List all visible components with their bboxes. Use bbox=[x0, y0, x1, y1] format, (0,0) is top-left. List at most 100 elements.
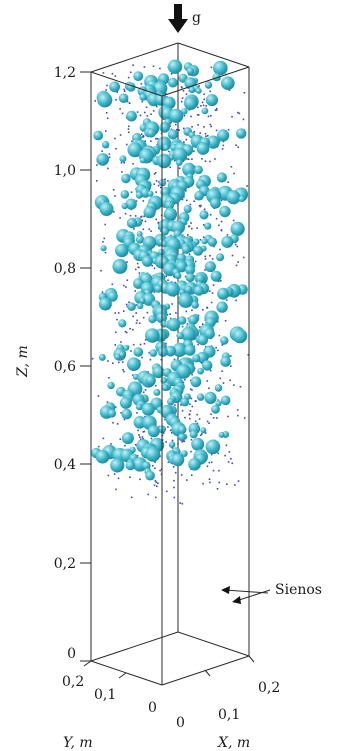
small-particle bbox=[114, 138, 116, 140]
small-particle bbox=[146, 107, 148, 109]
large-particle bbox=[206, 94, 218, 106]
large-particle bbox=[133, 71, 143, 81]
small-particle bbox=[207, 421, 209, 423]
small-particle bbox=[153, 110, 155, 112]
large-particle bbox=[110, 458, 124, 472]
small-particle bbox=[112, 73, 114, 75]
small-particle bbox=[233, 384, 235, 386]
small-particle bbox=[217, 350, 219, 352]
small-particle bbox=[123, 310, 125, 312]
small-particle bbox=[167, 426, 169, 428]
small-particle bbox=[199, 418, 201, 420]
small-particle bbox=[107, 168, 109, 170]
large-particle bbox=[176, 159, 183, 166]
large-particle bbox=[204, 392, 216, 404]
small-particle bbox=[186, 311, 188, 313]
small-particle bbox=[132, 329, 134, 331]
large-particle bbox=[211, 271, 222, 282]
z-tick-label: 1,0 bbox=[54, 163, 76, 179]
small-particle bbox=[140, 344, 142, 346]
small-particle bbox=[210, 214, 212, 216]
small-particle bbox=[204, 269, 206, 271]
small-particle bbox=[208, 116, 210, 118]
large-particle bbox=[148, 315, 156, 323]
small-particle bbox=[139, 322, 141, 324]
large-particle bbox=[100, 245, 106, 251]
small-particle bbox=[236, 246, 238, 248]
small-particle bbox=[173, 487, 175, 489]
small-particle bbox=[155, 480, 157, 482]
small-particle bbox=[202, 483, 204, 485]
x-axis-title: X, m bbox=[217, 735, 250, 751]
small-particle bbox=[96, 164, 98, 166]
small-particle bbox=[136, 412, 138, 414]
small-particle bbox=[112, 362, 114, 364]
large-particle bbox=[231, 222, 245, 236]
small-particle bbox=[209, 91, 211, 93]
small-particle bbox=[209, 462, 211, 464]
small-particle bbox=[103, 72, 105, 74]
small-particle bbox=[246, 185, 248, 187]
small-particle bbox=[157, 482, 159, 484]
small-particle bbox=[190, 410, 192, 412]
small-particle bbox=[98, 395, 100, 397]
small-particle bbox=[172, 440, 174, 442]
small-particle bbox=[226, 299, 228, 301]
small-particle bbox=[219, 378, 221, 380]
small-particle bbox=[114, 195, 116, 197]
small-particle bbox=[124, 445, 126, 447]
large-particle bbox=[192, 354, 200, 362]
small-particle bbox=[191, 474, 193, 476]
y-axis-tick-labels: 0,2 0,1 0 bbox=[62, 674, 157, 716]
small-particle bbox=[197, 124, 199, 126]
small-particle bbox=[208, 388, 210, 390]
large-particle bbox=[100, 202, 114, 216]
y-axis-title: Y, m bbox=[63, 735, 93, 751]
large-particle bbox=[219, 206, 230, 217]
small-particle bbox=[215, 347, 217, 349]
small-particle bbox=[197, 344, 199, 346]
small-particle bbox=[159, 68, 161, 70]
large-particle bbox=[145, 328, 160, 343]
gravity-label: g bbox=[192, 10, 201, 26]
small-particle bbox=[227, 181, 229, 183]
large-particle bbox=[165, 282, 179, 296]
large-particle bbox=[163, 145, 169, 151]
small-particle bbox=[143, 431, 145, 433]
large-particle bbox=[102, 141, 109, 148]
small-particle bbox=[189, 413, 191, 415]
small-particle bbox=[182, 97, 184, 99]
small-particle bbox=[144, 66, 146, 68]
small-particle bbox=[216, 218, 218, 220]
large-particle bbox=[136, 404, 143, 411]
gravity-arrow-icon bbox=[168, 4, 188, 33]
large-particle bbox=[121, 190, 130, 199]
small-particle bbox=[168, 462, 170, 464]
small-particle bbox=[191, 374, 193, 376]
small-particle bbox=[160, 187, 162, 189]
small-particle bbox=[155, 138, 157, 140]
large-particle bbox=[221, 236, 233, 248]
large-particle bbox=[217, 172, 227, 182]
small-particle bbox=[235, 144, 237, 146]
small-particle bbox=[144, 112, 146, 114]
small-particle bbox=[120, 134, 122, 136]
small-particle bbox=[209, 161, 211, 163]
z-tick-label: 1,2 bbox=[54, 65, 76, 81]
small-particle bbox=[96, 180, 98, 182]
y-tick-label: 0,2 bbox=[62, 674, 84, 690]
small-particle bbox=[118, 362, 120, 364]
large-particle bbox=[136, 192, 143, 199]
small-particle bbox=[210, 115, 212, 117]
small-particle bbox=[243, 119, 245, 121]
small-particle bbox=[136, 304, 138, 306]
large-particle bbox=[194, 165, 203, 174]
large-particle bbox=[190, 430, 198, 438]
small-particle bbox=[233, 173, 235, 175]
small-particle bbox=[181, 474, 183, 476]
large-particle bbox=[126, 111, 137, 122]
small-particle bbox=[126, 304, 128, 306]
large-particle bbox=[197, 142, 210, 155]
small-particle bbox=[196, 227, 198, 229]
small-particle bbox=[136, 322, 138, 324]
